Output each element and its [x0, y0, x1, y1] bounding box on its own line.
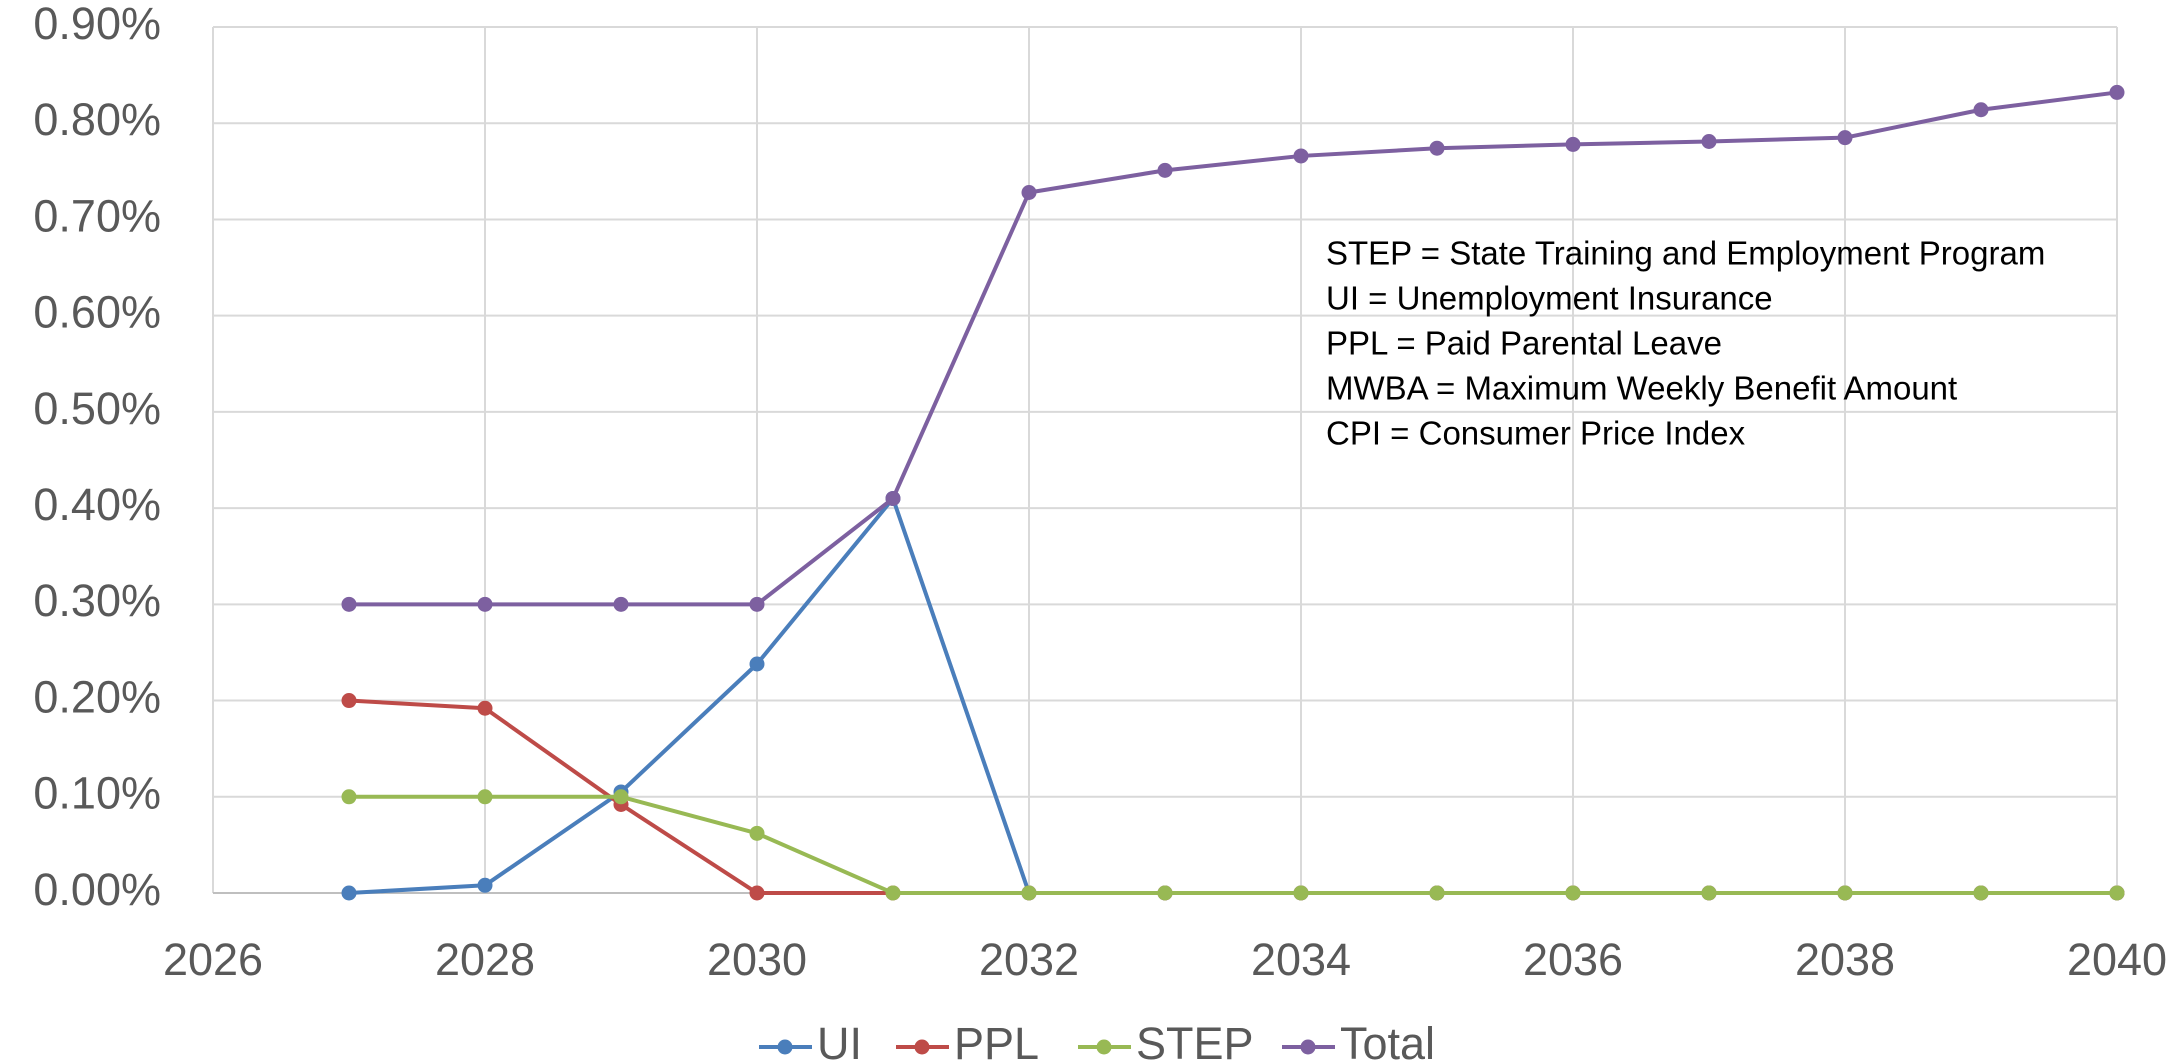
- data-point: [749, 656, 765, 672]
- data-point: [477, 789, 493, 805]
- data-point: [341, 789, 357, 805]
- data-point: [1293, 885, 1309, 901]
- data-point: [1021, 885, 1037, 901]
- y-tick-label: 0.50%: [33, 383, 161, 434]
- data-point: [2109, 885, 2125, 901]
- data-point: [341, 596, 357, 612]
- x-tick-label: 2030: [707, 934, 807, 985]
- data-point: [1293, 148, 1309, 164]
- y-tick-label: 0.20%: [33, 671, 161, 722]
- legend-label: Total: [1340, 1018, 1435, 1064]
- x-tick-label: 2028: [435, 934, 535, 985]
- annotation: STEP = State Training and Employment Pro…: [1326, 235, 2045, 272]
- x-tick-label: 2032: [979, 934, 1079, 985]
- data-point: [1157, 885, 1173, 901]
- x-tick-label: 2036: [1523, 934, 1623, 985]
- data-point: [1837, 130, 1853, 146]
- data-point: [477, 877, 493, 893]
- data-point: [1157, 162, 1173, 178]
- legend-label: STEP: [1136, 1018, 1254, 1064]
- series-line: [349, 794, 2117, 895]
- legend-label: UI: [817, 1018, 862, 1064]
- y-tick-label: 0.60%: [33, 287, 161, 338]
- y-tick-label: 0.90%: [33, 0, 161, 49]
- legend-marker: [1096, 1039, 1112, 1055]
- data-point: [1565, 136, 1581, 152]
- data-point: [613, 789, 629, 805]
- y-tick-label: 0.00%: [33, 864, 161, 915]
- data-point: [341, 885, 357, 901]
- x-tick-label: 2034: [1251, 934, 1351, 985]
- annotation: MWBA = Maximum Weekly Benefit Amount: [1326, 370, 1957, 407]
- y-tick-label: 0.40%: [33, 479, 161, 530]
- y-tick-label: 0.30%: [33, 575, 161, 626]
- legend-marker: [1300, 1039, 1316, 1055]
- data-point: [477, 700, 493, 716]
- data-point: [749, 825, 765, 841]
- data-point: [1701, 134, 1717, 150]
- y-tick-label: 0.10%: [33, 768, 161, 819]
- data-point: [1429, 885, 1445, 901]
- data-point: [1837, 885, 1853, 901]
- x-tick-label: 2038: [1795, 934, 1895, 985]
- data-point: [749, 885, 765, 901]
- legend-label: PPL: [954, 1018, 1039, 1064]
- data-point: [1701, 885, 1717, 901]
- x-tick-label: 2040: [2067, 934, 2167, 985]
- data-point: [2109, 84, 2125, 100]
- data-point: [885, 490, 901, 506]
- annotation: PPL = Paid Parental Leave: [1326, 325, 1722, 362]
- data-point: [749, 596, 765, 612]
- data-point: [885, 885, 901, 901]
- data-point: [341, 693, 357, 709]
- data-point: [1021, 185, 1037, 201]
- annotation: UI = Unemployment Insurance: [1326, 280, 1773, 317]
- data-point: [1565, 885, 1581, 901]
- legend-marker: [914, 1039, 930, 1055]
- x-tick-label: 2026: [163, 934, 263, 985]
- series-line: [349, 90, 2118, 607]
- y-tick-label: 0.70%: [33, 190, 161, 241]
- annotation: CPI = Consumer Price Index: [1326, 415, 1746, 452]
- series-line: [348, 496, 2117, 895]
- data-point: [1973, 885, 1989, 901]
- y-tick-label: 0.80%: [33, 94, 161, 145]
- data-point: [477, 596, 493, 612]
- data-point: [1973, 102, 1989, 118]
- data-point: [1429, 140, 1445, 156]
- legend-marker: [777, 1039, 793, 1055]
- data-point: [613, 596, 629, 612]
